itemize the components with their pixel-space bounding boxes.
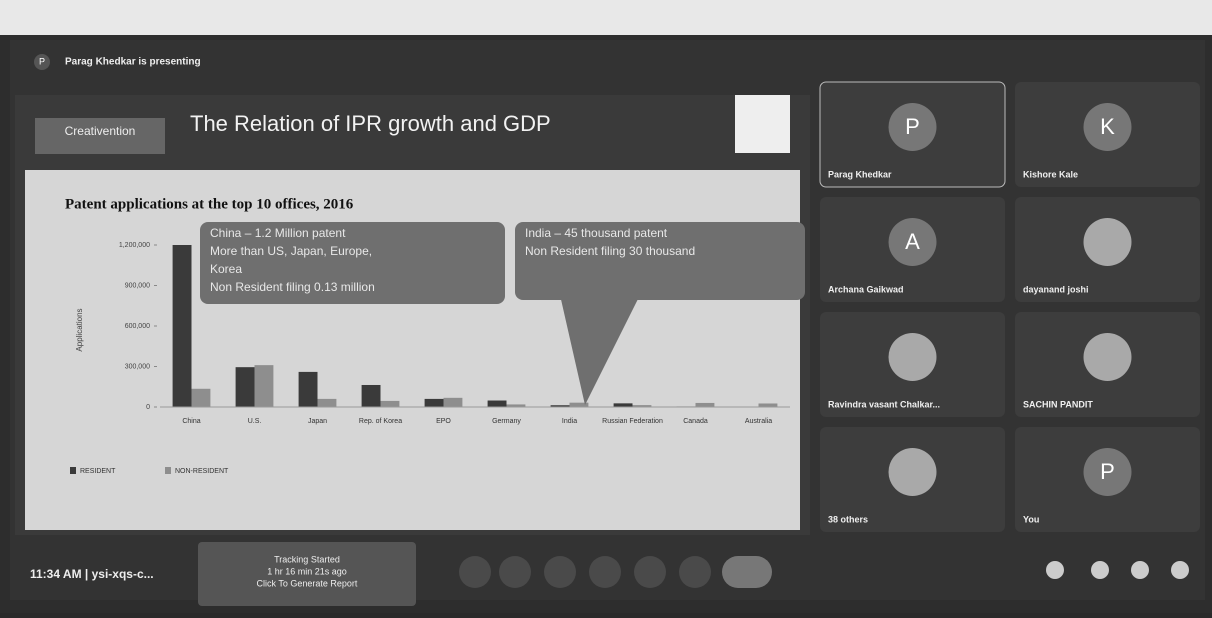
logo: Creativention bbox=[65, 124, 136, 138]
avatar-initial: P bbox=[905, 114, 920, 139]
control-button[interactable] bbox=[589, 556, 621, 588]
participant-name: 38 others bbox=[828, 514, 868, 524]
x-tick-label: Japan bbox=[308, 418, 327, 425]
meet-screen: P Parag Khedkar is presenting Creativent… bbox=[0, 0, 1212, 613]
bar bbox=[381, 401, 400, 407]
bar bbox=[696, 403, 715, 407]
slide-title: The Relation of IPR growth and GDP bbox=[190, 111, 551, 136]
avatar-initial: P bbox=[1100, 459, 1115, 484]
y-tick-label: 1,200,000 bbox=[119, 242, 150, 249]
x-tick-label: EPO bbox=[436, 418, 451, 425]
x-tick-label: U.S. bbox=[248, 418, 262, 425]
control-button[interactable] bbox=[459, 556, 491, 588]
avatar bbox=[1084, 333, 1132, 381]
x-tick-label: Rep. of Korea bbox=[359, 418, 402, 425]
legend-swatch bbox=[70, 467, 76, 474]
callout-text: More than US, Japan, Europe, bbox=[210, 244, 372, 258]
participant-name: Parag Khedkar bbox=[828, 169, 892, 179]
end-call-button[interactable] bbox=[722, 556, 772, 588]
slide-emblem bbox=[735, 95, 790, 153]
control-button[interactable] bbox=[499, 556, 531, 588]
x-tick-label: Australia bbox=[745, 418, 772, 425]
legend-label: NON-RESIDENT bbox=[175, 468, 229, 475]
side-control[interactable] bbox=[1131, 561, 1149, 579]
avatar bbox=[889, 448, 937, 496]
bar bbox=[318, 399, 337, 407]
avatar-initial: A bbox=[905, 229, 920, 254]
bar bbox=[362, 385, 381, 407]
participant-name: dayanand joshi bbox=[1023, 284, 1089, 294]
participant-name: Kishore Kale bbox=[1023, 169, 1078, 179]
tracking-text: Click To Generate Report bbox=[257, 578, 358, 588]
presenter-badge: P bbox=[39, 56, 45, 66]
avatar bbox=[1084, 218, 1132, 266]
x-tick-label: Canada bbox=[683, 418, 708, 425]
avatar bbox=[889, 333, 937, 381]
y-tick-label: 0 bbox=[146, 404, 150, 411]
page: P Parag Khedkar is presenting Creativent… bbox=[0, 0, 1212, 613]
side-control[interactable] bbox=[1091, 561, 1109, 579]
x-tick-label: China bbox=[182, 418, 200, 425]
participant-name: You bbox=[1023, 514, 1039, 524]
callout-text: China – 1.2 Million patent bbox=[210, 226, 346, 240]
bar bbox=[444, 398, 463, 407]
participant-name: Archana Gaikwad bbox=[828, 284, 904, 294]
bar bbox=[299, 372, 318, 407]
chart-title: Patent applications at the top 10 office… bbox=[65, 196, 354, 212]
y-axis-label: Applications bbox=[75, 308, 84, 351]
side-control[interactable] bbox=[1046, 561, 1064, 579]
legend-swatch bbox=[165, 467, 171, 474]
avatar-initial: K bbox=[1100, 114, 1115, 139]
callout-text: Non Resident filing 0.13 million bbox=[210, 280, 375, 294]
x-tick-label: Germany bbox=[492, 418, 521, 425]
top-margin bbox=[0, 0, 1212, 35]
bar bbox=[614, 403, 633, 407]
callout-text: Non Resident filing 30 thousand bbox=[525, 244, 695, 258]
meeting-info: 11:34 AM | ysi-xqs-c... bbox=[30, 567, 154, 581]
side-control[interactable] bbox=[1171, 561, 1189, 579]
bar bbox=[425, 399, 444, 407]
x-tick-label: Russian Federation bbox=[602, 418, 663, 425]
tracking-text: Tracking Started bbox=[274, 554, 340, 564]
bar bbox=[255, 365, 274, 407]
control-button[interactable] bbox=[544, 556, 576, 588]
bar bbox=[488, 401, 507, 407]
control-button[interactable] bbox=[679, 556, 711, 588]
callout-text: Korea bbox=[210, 262, 242, 276]
bar bbox=[173, 245, 192, 407]
participant-name: Ravindra vasant Chalkar... bbox=[828, 399, 940, 409]
tracking-text: 1 hr 16 min 21s ago bbox=[267, 566, 347, 576]
bar bbox=[759, 403, 778, 407]
y-tick-label: 900,000 bbox=[125, 282, 150, 289]
callout-text: India – 45 thousand patent bbox=[525, 226, 668, 240]
legend-label: RESIDENT bbox=[80, 468, 116, 475]
participant-name: SACHIN PANDIT bbox=[1023, 399, 1093, 409]
bar bbox=[192, 389, 211, 407]
control-button[interactable] bbox=[634, 556, 666, 588]
x-tick-label: India bbox=[562, 418, 577, 425]
y-tick-label: 300,000 bbox=[125, 363, 150, 370]
y-tick-label: 600,000 bbox=[125, 323, 150, 330]
presenter-label: Parag Khedkar is presenting bbox=[65, 57, 201, 68]
bar bbox=[236, 367, 255, 407]
